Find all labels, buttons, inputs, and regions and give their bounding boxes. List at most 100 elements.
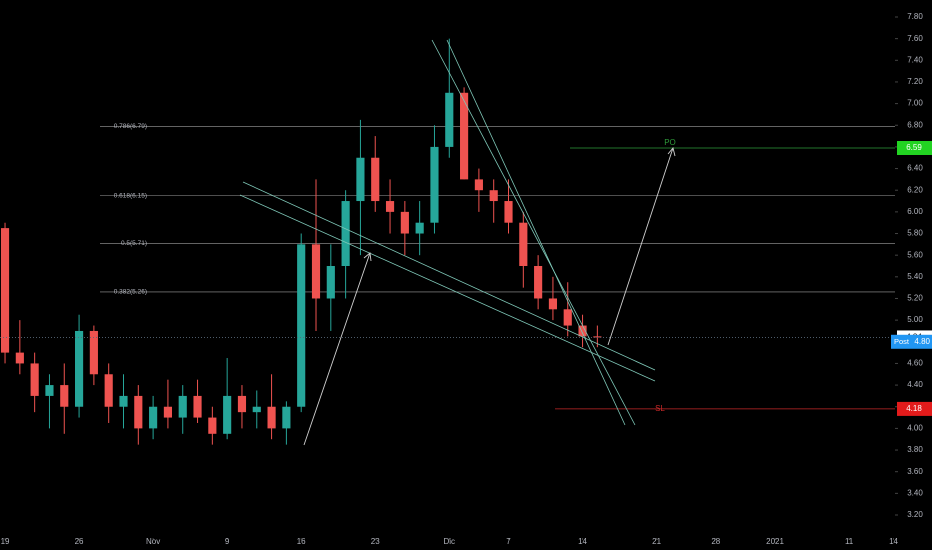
price-tag-label: 4.18 [906, 404, 922, 413]
y-tick-label: 5.40 [907, 272, 923, 281]
candle-body [311, 244, 321, 299]
target-label: PO [664, 138, 676, 147]
y-tick-label: 7.80 [907, 12, 923, 21]
candle-body [371, 157, 380, 202]
trend-line [431, 39, 636, 426]
x-tick-label: 23 [371, 537, 380, 546]
candle-body [326, 266, 335, 299]
candle-body [385, 201, 395, 212]
candle-body [430, 146, 439, 223]
candle-body [282, 406, 291, 429]
candle-body [89, 330, 98, 375]
y-tick-label: 5.60 [907, 250, 923, 259]
candle-body [193, 395, 202, 418]
price-tag-label: 4.80 [914, 337, 930, 346]
price-tag [891, 334, 932, 349]
x-tick-label: 2021 [766, 537, 784, 546]
x-tick-label: Dic [443, 537, 455, 546]
candle-body [252, 406, 261, 413]
x-tick-label: 11 [845, 537, 854, 546]
price-tag-prefix: Post [894, 337, 910, 346]
y-tick-label: 6.20 [907, 185, 923, 194]
y-tick-label: 4.00 [907, 424, 923, 433]
candle-body [134, 395, 143, 429]
candle-body [208, 417, 217, 434]
fib-label: 0.786(6.79) [114, 123, 147, 130]
candle-body [297, 244, 306, 407]
y-tick-label: 6.80 [907, 120, 923, 129]
candle-body [460, 92, 469, 180]
arrows [303, 147, 676, 446]
candle-body [104, 374, 113, 407]
y-tick-label: 6.40 [907, 164, 923, 173]
y-tick-label: 3.40 [907, 488, 923, 497]
candle-body [474, 179, 483, 191]
candle-body [534, 266, 543, 299]
candle-body [45, 385, 54, 396]
x-tick-label: 9 [225, 537, 230, 546]
x-tick-label: 19 [1, 537, 10, 546]
y-tick-label: 5.80 [907, 229, 923, 238]
candle-body [60, 385, 69, 407]
arrow [607, 147, 674, 346]
candle-body [223, 395, 232, 434]
candle-body [504, 201, 513, 223]
x-tick-label: 14 [578, 537, 587, 546]
price-tag [897, 140, 932, 155]
y-tick-label: 5.00 [907, 315, 923, 324]
candle-body [178, 395, 187, 418]
candle-body [163, 406, 172, 418]
x-tick-label: 26 [75, 537, 84, 546]
y-tick-label: 5.20 [907, 294, 923, 303]
candle-body [578, 325, 587, 337]
arrow-head [363, 252, 372, 262]
candle-body [519, 222, 528, 266]
candle-body [356, 157, 365, 202]
fib-label: 0.5(5.71) [121, 240, 147, 247]
x-tick-label: 7 [506, 537, 511, 546]
target-label: SL [655, 404, 665, 413]
candle-body [548, 298, 558, 310]
candle-body [267, 406, 276, 429]
fib-label: 0.382(5.26) [114, 289, 147, 296]
x-tick-label: 16 [297, 537, 306, 546]
trend-line [446, 39, 626, 426]
candle-body [445, 92, 454, 147]
candle-body [30, 363, 39, 396]
y-tick-label: 4.60 [907, 359, 923, 368]
y-tick-label: 6.00 [907, 207, 923, 216]
price-tag [897, 401, 932, 416]
x-tick-label: Nov [146, 537, 160, 546]
y-tick-label: 7.00 [907, 99, 923, 108]
plot: 3.203.403.603.804.004.204.404.604.805.00… [0, 12, 923, 546]
candle-body [489, 190, 498, 202]
y-tick-label: 7.40 [907, 55, 923, 64]
y-tick-label: 3.20 [907, 510, 923, 519]
x-tick-label: 21 [652, 537, 661, 546]
y-tick-label: 3.60 [907, 467, 923, 476]
candle-body [415, 222, 424, 234]
y-tick-label: 7.20 [907, 77, 923, 86]
fib-label: 0.618(6.15) [114, 192, 147, 199]
candle-body [400, 211, 409, 234]
trend-line [239, 194, 656, 382]
candle-body [563, 309, 572, 326]
y-tick-label: 7.60 [907, 34, 923, 43]
arrow [303, 252, 371, 446]
x-tick-label: 28 [711, 537, 720, 546]
candle-body [119, 395, 128, 407]
candle-body [237, 395, 247, 413]
candle-body [75, 330, 84, 407]
y-tick-label: 3.80 [907, 445, 923, 454]
y-tick-label: 4.40 [907, 380, 923, 389]
drawings [239, 39, 656, 426]
trend-line [242, 181, 656, 371]
candle-body [341, 201, 350, 266]
arrow-head [667, 147, 676, 157]
candle-body [0, 228, 10, 353]
candle-body [15, 352, 24, 364]
overlay: 6.594.84Post4.804.18 [891, 140, 932, 416]
price-tag-label: 6.59 [906, 143, 922, 152]
candle-body [593, 336, 602, 338]
